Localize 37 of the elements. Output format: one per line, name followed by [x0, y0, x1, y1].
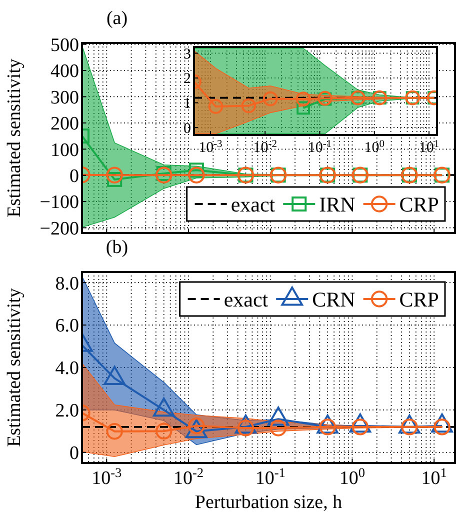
y-axis-title: Estimated sensitivity: [4, 288, 25, 447]
y-axis-title: Estimated sensitivity: [4, 58, 25, 218]
legend-label: CRP: [399, 287, 439, 312]
y-tick-label: 8.0: [55, 273, 79, 294]
y-tick-label: 100: [50, 140, 79, 161]
x-tick-label: 10$^{-2}$: [173, 464, 204, 489]
x-tick-label: 10$^{-3}$: [198, 138, 222, 156]
legend-label: CRP: [399, 192, 439, 216]
y-tick-label: 0: [70, 443, 79, 464]
y-tick-label: −200: [40, 218, 79, 240]
x-tick-label: 10$^{-1}$: [255, 464, 286, 489]
y-tick-label: −100: [40, 192, 79, 214]
legend-label: IRN: [319, 192, 356, 216]
legend-label: exact: [230, 192, 276, 216]
legend-label: CRN: [312, 287, 356, 312]
x-tick-label: 10$^{1}$: [421, 464, 447, 489]
legend-label: exact: [224, 287, 268, 312]
y-tick-label: 3: [184, 46, 191, 62]
y-tick-label: 2: [184, 71, 191, 88]
x-tick-label: 10$^{-1}$: [308, 138, 332, 156]
y-tick-label: 200: [50, 114, 79, 135]
y-tick-label: 400: [50, 61, 79, 82]
y-tick-label: 6.0: [55, 316, 79, 337]
chart-title: (a): [106, 8, 128, 29]
y-tick-label: 500: [50, 34, 79, 56]
y-tick-label: 2.0: [55, 400, 79, 422]
x-tick-label: 10$^{0}$: [364, 138, 384, 156]
y-tick-label: 1: [184, 96, 191, 112]
x-tick-label: 10$^{-3}$: [92, 464, 122, 489]
x-tick-label: 10$^{1}$: [418, 138, 440, 156]
y-tick-label: 0: [70, 166, 79, 187]
y-tick-label: 4.0: [55, 358, 79, 380]
y-tick-label: 0: [184, 120, 191, 137]
x-axis-title: Perturbation size, h: [194, 492, 343, 513]
x-tick-label: 10$^{0}$: [339, 464, 366, 489]
y-tick-label: 300: [50, 87, 79, 108]
chart-title: (b): [106, 237, 128, 258]
